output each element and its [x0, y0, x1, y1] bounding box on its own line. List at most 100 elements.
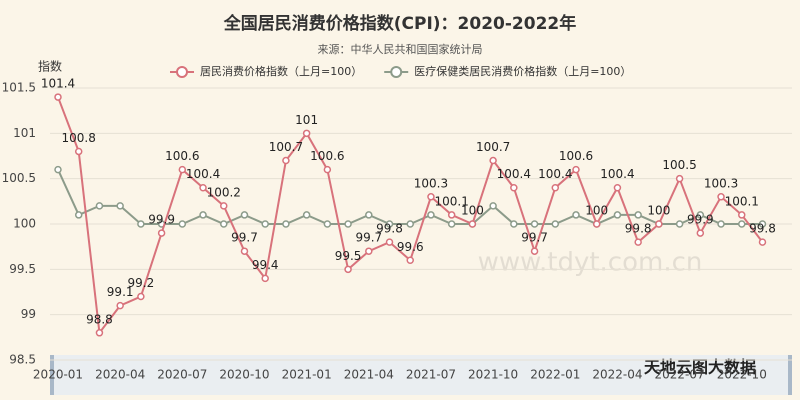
data-point	[758, 238, 767, 246]
data-point	[530, 220, 539, 228]
x-tick-label: 2021-07	[406, 368, 456, 382]
data-point	[592, 220, 601, 228]
data-label: 100.3	[704, 176, 738, 190]
data-point	[634, 211, 642, 219]
data-point	[738, 220, 746, 228]
data-point	[447, 211, 456, 219]
data-label: 99.5	[335, 249, 362, 263]
y-tick-label: 101	[13, 126, 36, 140]
data-point	[199, 211, 207, 219]
y-tick-label: 99	[21, 307, 36, 321]
data-label: 99.7	[521, 231, 548, 245]
data-label: 100.4	[186, 167, 220, 181]
data-zoom-slider[interactable]	[50, 355, 792, 395]
data-point	[54, 165, 62, 174]
chart-subtitle: 来源：中华人民共和国国家统计局	[318, 42, 483, 56]
data-point	[738, 211, 746, 219]
data-point	[282, 220, 290, 228]
legend-label: 居民消费价格指数（上月=100）	[200, 64, 362, 78]
data-point	[489, 156, 497, 165]
legend-label: 医疗保健类居民消费价格指数（上月=100）	[414, 64, 631, 78]
data-label: 100.1	[725, 194, 759, 208]
data-point	[240, 211, 249, 219]
data-label: 100.6	[559, 149, 593, 163]
data-label: 101	[295, 113, 318, 127]
data-label: 101.4	[41, 77, 75, 91]
data-point	[427, 193, 435, 201]
data-point	[385, 238, 394, 246]
data-point	[675, 220, 684, 228]
data-point	[510, 183, 518, 192]
data-label: 99.1	[107, 285, 134, 299]
data-point	[137, 292, 145, 301]
data-point	[344, 265, 352, 274]
data-point	[220, 220, 228, 228]
x-tick-label: 2020-04	[95, 368, 145, 382]
data-point	[74, 147, 83, 156]
data-point	[199, 183, 207, 192]
data-point	[675, 174, 684, 183]
data-point	[261, 274, 269, 283]
data-label: 99.2	[128, 276, 155, 290]
data-point	[696, 229, 705, 237]
data-point	[178, 220, 187, 228]
y-tick-label: 98.5	[9, 353, 36, 367]
data-point	[696, 211, 705, 219]
data-label: 99.9	[148, 213, 175, 227]
data-point	[178, 165, 187, 174]
brand-label: 天地云图大数据	[644, 358, 756, 377]
data-point	[758, 220, 767, 228]
y-tick-label: 99.5	[9, 262, 36, 276]
data-label: 100.6	[165, 149, 199, 163]
data-point	[365, 247, 373, 255]
data-point	[447, 220, 456, 228]
legend-marker	[390, 66, 403, 78]
data-label: 100	[647, 204, 670, 218]
data-point	[655, 220, 663, 228]
y-tick-label: 100	[13, 217, 36, 231]
data-label: 99.7	[355, 231, 382, 245]
data-point	[572, 165, 580, 174]
x-tick-label: 2022-07	[655, 368, 705, 382]
data-point	[717, 193, 725, 201]
x-tick-label: 2022-01	[530, 368, 580, 382]
data-point	[240, 247, 249, 255]
x-tick-label: 2020-01	[33, 368, 83, 382]
y-tick-label: 100.5	[2, 171, 36, 185]
data-point	[323, 220, 332, 228]
data-label: 98.8	[86, 312, 113, 326]
data-label: 100	[585, 204, 608, 218]
data-point	[95, 202, 104, 210]
data-label: 100.3	[414, 176, 448, 190]
data-point	[427, 211, 435, 219]
data-label: 99.7	[231, 231, 258, 245]
data-label: 99.4	[252, 258, 279, 272]
data-point	[613, 183, 622, 192]
data-point	[489, 202, 497, 210]
data-point	[302, 129, 311, 138]
data-label: 99.6	[397, 240, 424, 254]
zoom-handle[interactable]	[788, 355, 792, 395]
y-tick-label: 101.5	[2, 81, 36, 95]
data-point	[634, 238, 642, 246]
data-point	[220, 202, 228, 210]
data-label: 100.1	[435, 194, 469, 208]
data-point	[510, 220, 518, 228]
data-label: 100.6	[310, 149, 344, 163]
data-label: 99.8	[376, 222, 403, 236]
data-point	[613, 211, 622, 219]
data-label: 100	[461, 204, 484, 218]
data-label: 99.8	[625, 222, 652, 236]
zoom-handle[interactable]	[50, 355, 54, 395]
x-tick-label: 2021-04	[344, 368, 394, 382]
data-label: 100.4	[538, 167, 572, 181]
data-point	[116, 202, 124, 210]
data-label: 99.9	[687, 213, 714, 227]
data-label: 100.8	[62, 131, 96, 145]
chart-title: 全国居民消费价格指数(CPI)：2020-2022年	[223, 13, 576, 34]
data-label: 100.4	[497, 167, 531, 181]
x-tick-label: 2021-01	[282, 368, 332, 382]
data-label: 99.8	[749, 222, 776, 236]
data-label: 100.5	[662, 158, 696, 172]
